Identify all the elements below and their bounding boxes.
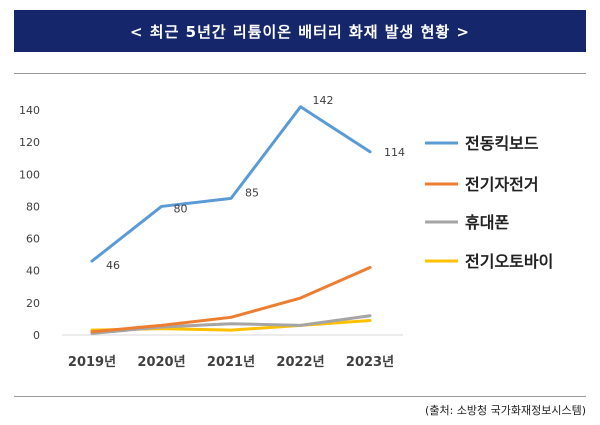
y-tick-label: 20 — [26, 297, 40, 310]
y-tick-label: 140 — [19, 104, 40, 117]
page-title: < 최근 5년간 리튬이온 배터리 화재 발생 현황 > — [130, 22, 470, 41]
series-line-전동킥보드 — [90, 105, 372, 263]
y-tick-label: 40 — [26, 265, 40, 278]
data-label: 142 — [313, 94, 334, 107]
y-tick-label: 0 — [33, 329, 40, 342]
data-label: 46 — [106, 259, 120, 272]
y-tick-label: 120 — [19, 136, 40, 149]
series-line-휴대폰 — [90, 314, 372, 335]
x-tick-label: 2021년 — [207, 355, 255, 370]
x-tick-label: 2020년 — [137, 355, 185, 370]
data-label: 85 — [245, 186, 259, 199]
chart-title-banner: < 최근 5년간 리튬이온 배터리 화재 발생 현황 > — [14, 10, 586, 52]
data-label: 80 — [174, 202, 188, 215]
data-label: 114 — [384, 146, 405, 159]
y-tick-label: 100 — [19, 168, 40, 181]
y-tick-label: 80 — [26, 200, 40, 213]
x-tick-label: 2022년 — [276, 355, 324, 370]
x-tick-label: 2023년 — [346, 355, 394, 370]
legend-label: 전동킥보드 — [465, 134, 539, 153]
bottom-divider — [14, 396, 586, 397]
source-note: (출처: 소방청 국가화재정보시스템) — [425, 404, 586, 417]
x-tick-label: 2019년 — [68, 355, 116, 370]
legend-label: 전기오토바이 — [465, 252, 553, 271]
y-tick-label: 60 — [26, 233, 40, 246]
top-divider — [14, 73, 586, 74]
legend-label: 전기자전거 — [465, 175, 539, 194]
legend-label: 휴대폰 — [465, 213, 509, 232]
series-line-전기자전거 — [90, 266, 372, 334]
